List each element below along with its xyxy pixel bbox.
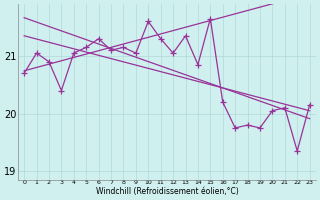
X-axis label: Windchill (Refroidissement éolien,°C): Windchill (Refroidissement éolien,°C) — [95, 187, 238, 196]
